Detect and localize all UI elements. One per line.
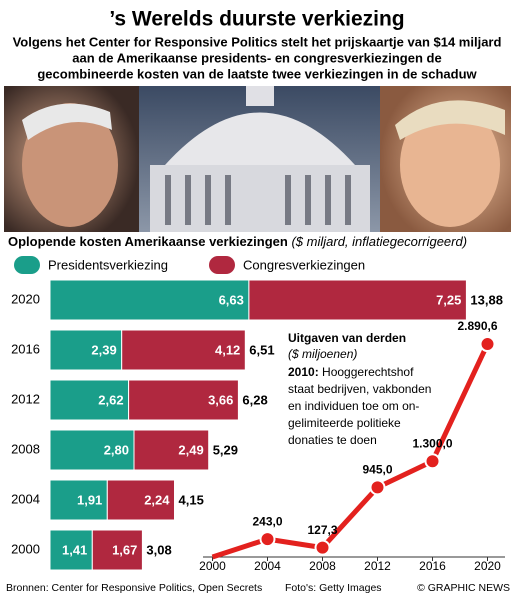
chart-title: Oplopende kosten Amerikaanse verkiezinge…	[8, 234, 288, 249]
point	[479, 336, 496, 353]
point	[424, 453, 441, 470]
point-label: 127,3	[307, 523, 337, 537]
chart-title: Oplopende kosten Amerikaanse verkiezinge…	[8, 234, 467, 249]
y-tick-label: 2012	[11, 391, 40, 406]
bar	[248, 279, 467, 321]
bar	[121, 329, 246, 371]
y-tick-label: 2020	[11, 291, 40, 306]
total-label: 5,29	[213, 442, 238, 457]
annotation: donaties te doen	[288, 433, 377, 447]
bar-label: 1,67	[112, 542, 137, 557]
bar	[49, 279, 250, 321]
bar-label: 4,12	[215, 342, 240, 357]
annotation: gelimiteerde politieke	[288, 416, 401, 430]
inset-subtitle: ($ miljoenen)	[288, 347, 357, 361]
subtitle: Volgens het Center for Responsive Politi…	[13, 34, 502, 49]
point-label: 945,0	[362, 463, 392, 477]
sources: Bronnen: Center for Responsive Politics,…	[6, 582, 262, 594]
bar-label: 6,63	[219, 292, 244, 307]
bar-label: 7,25	[436, 292, 461, 307]
x-tick-label: 2016	[419, 559, 446, 573]
y-tick-label: 2000	[11, 541, 40, 556]
bar-label: 1,41	[62, 542, 87, 557]
x-tick-label: 2020	[474, 559, 501, 573]
total-label: 3,08	[146, 542, 171, 557]
x-tick-label: 2004	[254, 559, 281, 573]
total-label: 6,28	[242, 392, 267, 407]
bar	[49, 429, 135, 471]
bar-label: 2,39	[91, 342, 116, 357]
point	[314, 539, 331, 556]
subtitle: aan de Amerikaanse presidents- en congre…	[72, 50, 441, 65]
bar	[49, 479, 108, 521]
legend-swatch	[14, 256, 40, 274]
point-label: 243,0	[252, 514, 282, 528]
subtitle: gecombineerde kosten van de laatste twee…	[37, 66, 477, 81]
y-tick-label: 2016	[11, 341, 40, 356]
bar-label: 1,91	[77, 492, 102, 507]
bar	[106, 479, 175, 521]
bar-label: 3,66	[208, 392, 233, 407]
bar-label: 2,49	[178, 442, 203, 457]
x-tick-label: 2008	[309, 559, 336, 573]
bar-label: 2,24	[144, 492, 170, 507]
annotation-label: 2010:	[288, 365, 319, 379]
bar	[133, 429, 210, 471]
photo	[4, 86, 511, 232]
total-label: 4,15	[179, 492, 204, 507]
legend-label: Congresverkiezingen	[243, 257, 365, 272]
total-label: 13,88	[470, 292, 503, 307]
annotation: en individuen toe om on-	[288, 399, 419, 413]
x-tick-label: 2000	[199, 559, 226, 573]
annotation: staat bedrijven, vakbonden	[288, 382, 431, 396]
y-tick-label: 2004	[11, 491, 40, 506]
point	[259, 531, 276, 548]
point	[369, 479, 386, 496]
bar-label: 2,80	[104, 442, 129, 457]
point-label: 1.300,0	[412, 436, 452, 450]
title: ’s Werelds duurste verkiezing	[109, 8, 404, 31]
photo-credit: Foto's: Getty Images	[285, 582, 382, 594]
line	[211, 342, 490, 560]
annotation: Hooggerechtshof	[322, 365, 414, 379]
inset-title: Uitgaven van derden	[288, 331, 406, 345]
y-tick-label: 2008	[11, 441, 40, 456]
annotation: 2010: Hooggerechtshof	[288, 365, 414, 379]
bar	[128, 379, 239, 421]
chart-subtitle: ($ miljard, inflatiegecorrigeerd)	[291, 234, 467, 249]
point-label: 2.890,6	[457, 319, 497, 333]
legend-label: Presidentsverkiezing	[48, 257, 168, 272]
bar	[91, 529, 143, 571]
total-label: 6,51	[249, 342, 274, 357]
legend-swatch	[209, 256, 235, 274]
credit: © GRAPHIC NEWS	[417, 582, 510, 594]
bar-label: 2,62	[98, 392, 123, 407]
bar	[49, 529, 93, 571]
x-tick-label: 2012	[364, 559, 391, 573]
